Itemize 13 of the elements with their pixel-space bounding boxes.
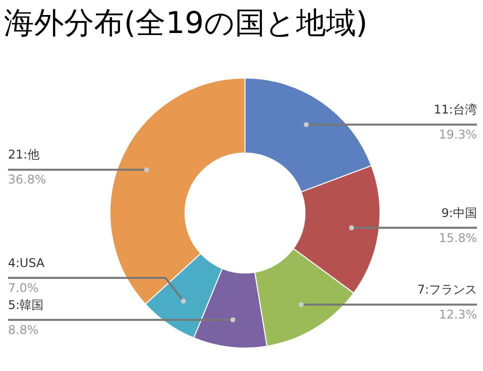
data-label: 8.8%	[8, 322, 38, 337]
data-label: 12.3%	[438, 308, 477, 322]
data-label: 19.3%	[438, 128, 477, 142]
slice-label: 21:他	[8, 148, 40, 162]
slice-label: 4:USA	[8, 256, 46, 270]
chart-title: 海外分布(全19の国と地域)	[4, 6, 368, 41]
slice-label: 5:韓国	[8, 298, 44, 312]
slice-label: 9:中国	[441, 206, 477, 220]
slice-label: 11:台湾	[434, 102, 477, 117]
slice-label: 7:フランス	[417, 282, 477, 297]
data-label: 7.0%	[8, 280, 38, 295]
data-label: 15.8%	[438, 230, 477, 245]
data-label: 36.8%	[8, 172, 46, 187]
